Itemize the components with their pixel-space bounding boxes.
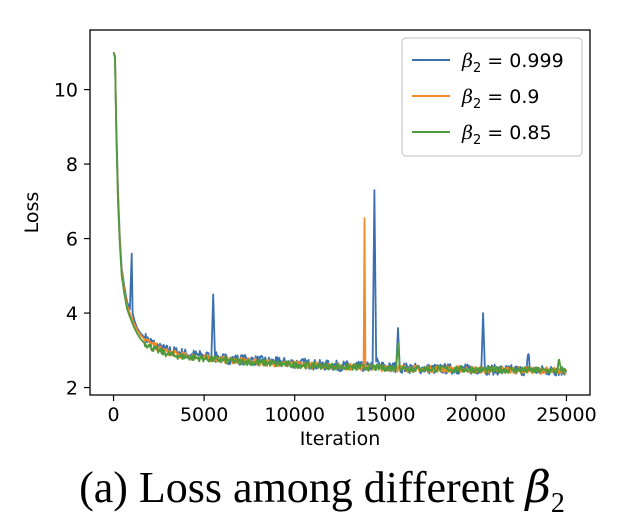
x-axis-label: Iteration xyxy=(300,428,381,450)
x-tick-label: 15000 xyxy=(355,404,415,426)
y-tick-label: 2 xyxy=(66,378,78,400)
x-tick-label: 5000 xyxy=(180,404,228,426)
axes-frame xyxy=(89,29,591,396)
y-tick-label: 6 xyxy=(66,229,78,251)
legend: β2 = 0.999 β2 = 0.9 β2 = 0.85 xyxy=(401,37,583,157)
legend-label: β2 = 0.85 xyxy=(461,122,552,148)
loss-chart: 0 5000 10000 15000 20000 25000 2 4 6 8 10 Iterati… xyxy=(21,29,597,450)
caption-subscript: 2 xyxy=(550,487,565,519)
y-tick-label: 10 xyxy=(54,80,78,102)
y-axis-label: Loss xyxy=(21,192,43,234)
y-axis-ticks: 2 4 6 8 10 xyxy=(54,80,90,400)
series-line xyxy=(112,52,567,375)
y-tick-label: 8 xyxy=(66,154,78,176)
caption-symbol: β xyxy=(525,462,551,513)
legend-label: β2 = 0.999 xyxy=(461,50,564,76)
caption-text: (a) Loss among different xyxy=(79,463,526,512)
series-layer xyxy=(112,51,568,377)
x-axis-ticks: 0 5000 10000 15000 20000 25000 xyxy=(108,395,597,426)
x-tick-label: 10000 xyxy=(264,404,324,426)
legend-label: β2 = 0.9 xyxy=(461,86,539,112)
y-tick-label: 4 xyxy=(66,303,78,325)
x-tick-label: 20000 xyxy=(446,404,506,426)
legend-box xyxy=(401,37,583,157)
figure-caption: (a) Loss among different β2 xyxy=(0,462,644,520)
x-tick-label: 25000 xyxy=(536,404,596,426)
x-tick-label: 0 xyxy=(108,404,120,426)
